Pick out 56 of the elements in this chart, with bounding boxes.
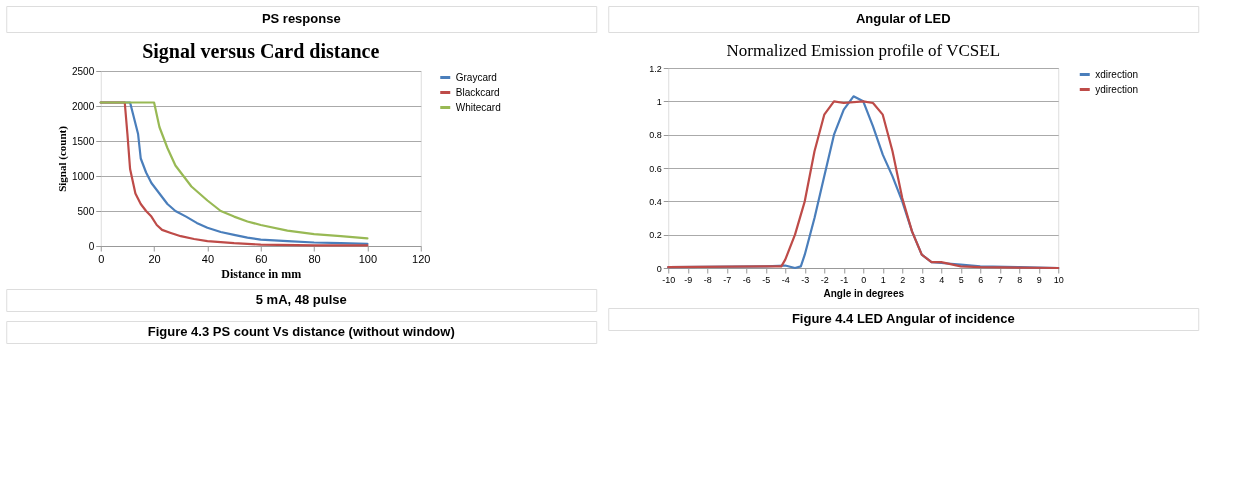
y-tick-label: 1 bbox=[656, 96, 662, 107]
y-tick-label: 0.8 bbox=[649, 130, 662, 141]
y-tick-label: 0 bbox=[656, 263, 662, 274]
x-tick-label: 120 bbox=[412, 252, 431, 265]
x-axis-title: Distance in mm bbox=[221, 266, 302, 281]
legend-label: ydirection bbox=[1095, 83, 1139, 95]
chart-title: Signal versus Card distance bbox=[142, 40, 380, 63]
y-tick-label: 0.6 bbox=[649, 163, 662, 174]
x-tick-label: 4 bbox=[939, 274, 945, 285]
x-tick-label: 5 bbox=[958, 274, 964, 285]
x-tick-label: -1 bbox=[840, 274, 849, 285]
text: PS response bbox=[261, 11, 341, 26]
x-tick-label: -2 bbox=[820, 274, 829, 285]
y-tick-label: 1000 bbox=[72, 170, 95, 182]
legend-label: xdirection bbox=[1095, 68, 1139, 80]
x-tick-label: 80 bbox=[308, 252, 321, 265]
x-tick-label: 0 bbox=[861, 274, 867, 285]
x-tick-label: -8 bbox=[703, 274, 712, 285]
caption: Figure 4.4 LED Angular of incidence bbox=[791, 311, 1015, 326]
y-tick-label: 0.2 bbox=[649, 230, 662, 241]
y-tick-label: 1500 bbox=[72, 135, 95, 147]
x-tick-label: 40 bbox=[201, 252, 215, 265]
legend-label: Graycard bbox=[455, 71, 497, 83]
x-tick-label: -4 bbox=[781, 274, 790, 285]
x-tick-label: 10 bbox=[1053, 274, 1064, 285]
x-tick-label: -7 bbox=[723, 274, 732, 285]
caption: Figure 4.3 PS count Vs distance (without window) bbox=[147, 324, 455, 339]
chart-title: Normalized Emission profile of VCSEL bbox=[726, 41, 1001, 60]
x-tick-label: 8 bbox=[1017, 274, 1023, 285]
x-tick-label: 0 bbox=[98, 252, 105, 265]
y-tick-label: 1.2 bbox=[649, 63, 662, 74]
x-tick-label: 60 bbox=[255, 252, 268, 265]
x-tick-label: 7 bbox=[997, 274, 1003, 285]
y-tick-label: 500 bbox=[77, 205, 95, 217]
y-tick-label: 0.4 bbox=[649, 196, 662, 207]
x-tick-label: 6 bbox=[978, 274, 984, 285]
x-tick-label: -6 bbox=[742, 274, 751, 285]
x-tick-label: -3 bbox=[801, 274, 810, 285]
text: Angular of LED bbox=[855, 11, 951, 26]
text: 5 mA, 48 pulse bbox=[255, 292, 347, 307]
x-tick-label: 100 bbox=[358, 252, 378, 265]
y-tick-label: 2500 bbox=[72, 65, 95, 77]
x-tick-label: 1 bbox=[880, 274, 886, 285]
x-tick-label: 20 bbox=[148, 252, 161, 265]
legend-label: Whitecard bbox=[455, 101, 501, 113]
x-tick-label: 9 bbox=[1036, 274, 1042, 285]
x-tick-label: -5 bbox=[762, 274, 771, 285]
x-tick-label: 3 bbox=[919, 274, 925, 285]
y-tick-label: 2000 bbox=[72, 100, 95, 112]
y-axis-title: Signal (count) bbox=[56, 125, 69, 192]
x-tick-label: -9 bbox=[684, 274, 693, 285]
x-tick-label: -10 bbox=[662, 274, 676, 285]
legend-label: Blackcard bbox=[455, 86, 500, 98]
x-tick-label: 2 bbox=[900, 274, 906, 285]
x-axis-title: Angle in degrees bbox=[823, 287, 905, 299]
y-tick-label: 0 bbox=[88, 240, 95, 252]
